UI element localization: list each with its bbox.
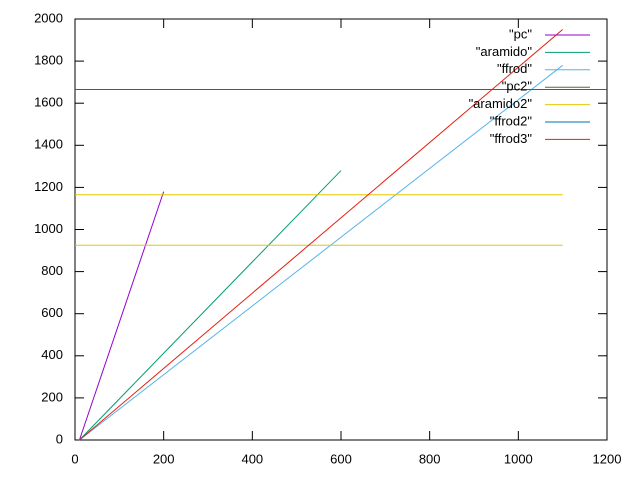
series-line: [75, 194, 563, 246]
series-line: [78, 191, 165, 441]
y-tick-label: 0: [56, 431, 63, 446]
legend-label: "aramido": [476, 44, 533, 59]
x-tick-label: 1000: [504, 451, 533, 466]
x-tick-label: 0: [71, 451, 78, 466]
legend-label: "pc": [509, 26, 532, 41]
y-tick-label: 200: [41, 389, 63, 404]
legend-label: "ffrod3": [490, 131, 533, 146]
legend-label: "ffrod2": [490, 113, 533, 128]
y-tick-label: 1800: [34, 53, 63, 68]
x-tick-label: 1200: [593, 451, 622, 466]
series-line: [79, 64, 563, 441]
series-line: [79, 29, 563, 441]
y-tick-label: 2000: [34, 10, 63, 25]
legend-label: "ffrod": [497, 61, 532, 76]
x-tick-label: 800: [419, 451, 441, 466]
y-tick-label: 800: [41, 263, 63, 278]
y-tick-label: 400: [41, 347, 63, 362]
y-tick-label: 1600: [34, 95, 63, 110]
y-tick-label: 600: [41, 305, 63, 320]
x-tick-label: 600: [330, 451, 352, 466]
series-line: [79, 170, 342, 441]
x-tick-label: 200: [153, 451, 175, 466]
legend-label: "aramido2": [469, 96, 533, 111]
y-tick-label: 1200: [34, 179, 63, 194]
y-tick-label: 1400: [34, 137, 63, 152]
legend-label: "pc2": [502, 79, 533, 94]
x-tick-label: 400: [241, 451, 263, 466]
y-tick-label: 1000: [34, 221, 63, 236]
